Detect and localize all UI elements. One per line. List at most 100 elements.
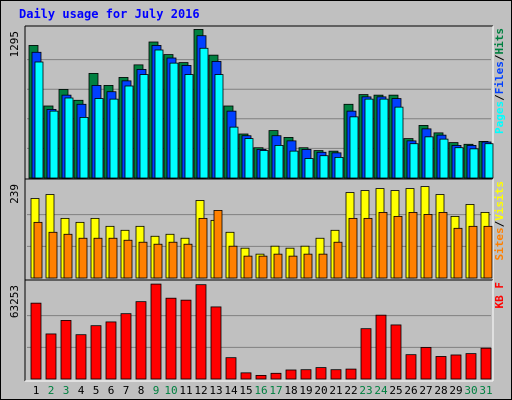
kbytes-bar-kb-f (195, 284, 207, 380)
hits-files-pages-bar-pages (184, 74, 194, 179)
visits-sites-bar-sites (123, 239, 133, 279)
kbytes-bar-kb-f (480, 347, 492, 380)
x-tick-label: 28 (434, 384, 447, 397)
x-tick-label: 12 (194, 384, 207, 397)
visits-sites-bar-sites (468, 225, 478, 279)
visits-sites-bar-sites (153, 243, 163, 279)
x-tick-label: 9 (153, 384, 160, 397)
hits-files-pages-bar-pages (334, 157, 344, 179)
kbytes-bar-kb-f (465, 353, 477, 380)
visits-sites-bar-sites (228, 245, 238, 279)
x-tick-label: 26 (404, 384, 417, 397)
visits-sites-bar-sites (408, 212, 418, 279)
visits-sites-bar-sites (303, 253, 313, 279)
visits-sites-bar-sites (483, 225, 493, 279)
kbytes-bar-kb-f (390, 324, 402, 380)
x-tick-label: 7 (123, 384, 130, 397)
kbytes-bar-kb-f (180, 299, 192, 380)
visits-sites-bar-sites (168, 241, 178, 279)
kbytes-bar-kb-f (255, 374, 267, 380)
legend-files: Files (493, 61, 506, 94)
hits-files-pages-bar-pages (64, 97, 74, 179)
hits-files-pages-bar-pages (304, 158, 314, 179)
hits-files-pages-bar-pages (34, 61, 44, 179)
x-tick-label: 15 (239, 384, 252, 397)
visits-sites-bar-sites (108, 237, 118, 279)
kbytes-bar-kb-f (345, 368, 357, 380)
x-tick-label: 31 (479, 384, 492, 397)
visits-sites-bar-sites (453, 227, 463, 279)
x-tick-label: 5 (93, 384, 100, 397)
hits-files-pages-bar-pages (409, 143, 419, 179)
hits-files-pages-bar-pages (79, 117, 89, 179)
x-tick-label: 27 (419, 384, 432, 397)
kbytes-bar-kb-f (330, 369, 342, 380)
kbytes-bar-kb-f (420, 347, 432, 380)
hits-files-pages-bar-pages (109, 98, 119, 179)
visits-sites-bar-sites (33, 221, 43, 279)
x-tick-label: 10 (164, 384, 177, 397)
hits-files-pages-bar-pages (139, 74, 149, 179)
hits-files-pages-bar-pages (289, 150, 299, 179)
x-tick-label: 20 (314, 384, 327, 397)
hits-files-pages-bar-pages (319, 155, 329, 179)
hits-files-pages-bar-pages (199, 47, 209, 179)
chart-title: Daily usage for July 2016 (19, 7, 200, 21)
hits-files-pages-bar-pages (439, 138, 449, 179)
x-tick-label: 11 (179, 384, 192, 397)
hits-files-pages-bar-pages (394, 106, 404, 179)
kbytes-bar-kb-f (210, 306, 222, 380)
kbytes-bar-kb-f (60, 320, 72, 380)
visits-sites-max-label: 239 (8, 184, 21, 204)
kbytes-bar-kb-f (405, 354, 417, 380)
kbytes-bar-kb-f (135, 301, 147, 380)
visits-sites-bar-sites (78, 237, 88, 279)
x-tick-label: 24 (374, 384, 388, 397)
kbytes-bar-kb-f (45, 333, 57, 380)
x-tick-label: 30 (464, 384, 477, 397)
hits-files-pages-bar-pages (169, 62, 179, 179)
legend-sep2: / (493, 54, 506, 61)
hits-files-pages-bar-pages (364, 98, 374, 179)
legend-pages: Pages (493, 101, 506, 134)
hits-files-pages-legend: Pages/Files/Hits (493, 28, 506, 134)
x-tick-label: 2 (48, 384, 55, 397)
hits-files-pages-bar-pages (49, 110, 59, 179)
kbytes-bar-kb-f (105, 321, 117, 380)
x-tick-label: 29 (449, 384, 462, 397)
hits-files-pages-bar-pages (469, 148, 479, 179)
visits-sites-bar-sites (363, 217, 373, 279)
visits-sites-bar-sites (243, 255, 253, 279)
visits-sites-bar-sites (63, 233, 73, 279)
hits-files-pages-max-label: 1295 (8, 31, 21, 58)
kbytes-bar-kb-f (450, 354, 462, 380)
kbytes-bar-kb-f (315, 367, 327, 380)
x-tick-label: 19 (299, 384, 312, 397)
x-tick-label: 17 (269, 384, 282, 397)
visits-sites-bar-sites (258, 255, 268, 279)
hits-files-pages-bar-pages (124, 85, 134, 179)
visits-sites-bar-sites (318, 253, 328, 279)
kbytes-bar-kb-f (270, 372, 282, 380)
hits-files-pages-bar-pages (274, 145, 284, 179)
kbytes-bar-kb-f (300, 369, 312, 380)
x-tick-label: 4 (78, 384, 85, 397)
legend-kbytes: KB F (493, 282, 506, 309)
visits-sites-legend: Sites/Visits (493, 181, 506, 261)
visits-sites-bar-sites (273, 253, 283, 279)
kbytes-bar-kb-f (165, 297, 177, 380)
hits-files-pages-bar-pages (259, 150, 269, 179)
visits-sites-bar-sites (333, 241, 343, 279)
hits-files-pages-bar-pages (94, 98, 104, 179)
hits-files-pages-bar-pages (424, 136, 434, 179)
kbytes-legend: KB F (493, 282, 506, 309)
x-tick-label: 16 (254, 384, 267, 397)
x-tick-label: 21 (329, 384, 342, 397)
hits-files-pages-bar-pages (229, 126, 239, 179)
legend-visits: Visits (493, 181, 506, 221)
kbytes-max-label: 63253 (8, 285, 21, 318)
visits-sites-bar-sites (378, 212, 388, 279)
visits-sites-bar-sites (183, 243, 193, 279)
